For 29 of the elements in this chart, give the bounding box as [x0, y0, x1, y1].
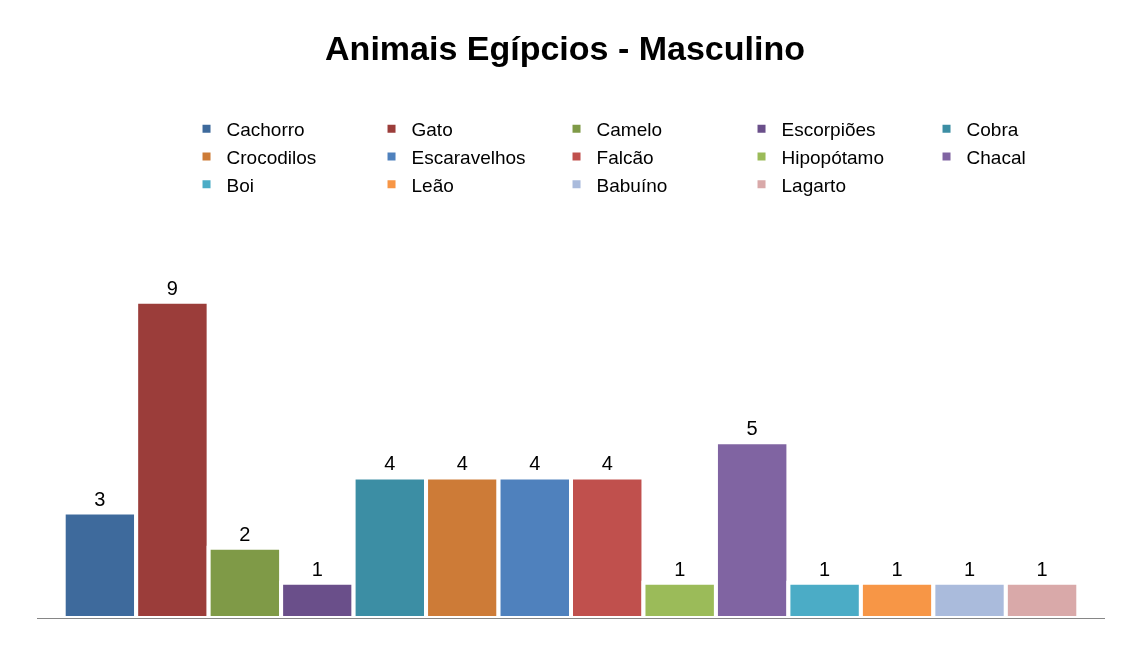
data-label: 1	[1036, 557, 1048, 580]
legend-label: Hipopótamo	[781, 146, 884, 168]
data-label: 4	[384, 452, 396, 475]
data-label: 1	[819, 557, 831, 580]
legend-label: Falcão	[596, 146, 654, 168]
legend-label: Cobra	[966, 119, 1019, 141]
legend-label: Gato	[411, 119, 453, 141]
data-label: 3	[94, 487, 106, 510]
legend-label: Lagarto	[781, 174, 846, 196]
data-label: 5	[746, 417, 758, 440]
data-label: 9	[166, 276, 178, 299]
legend-label: Leão	[411, 174, 454, 196]
chart-title: Animais Egípcios - Masculino	[325, 29, 805, 68]
data-label: 1	[964, 557, 976, 580]
legend-label: Crocodilos	[226, 146, 317, 168]
legend-label: Babuíno	[596, 174, 668, 196]
data-label: 4	[529, 452, 541, 475]
data-label: 4	[456, 452, 468, 475]
legend-label: Camelo	[596, 119, 662, 141]
legend-label: Escaravelhos	[411, 146, 526, 168]
legend-label: Cachorro	[226, 119, 305, 141]
data-label: 2	[239, 522, 251, 545]
data-label: 1	[311, 557, 323, 580]
legend-label: Chacal	[966, 146, 1026, 168]
data-label: 1	[891, 557, 903, 580]
legend-label: Escorpiões	[781, 119, 876, 141]
data-label: 1	[674, 557, 686, 580]
data-label: 4	[601, 452, 613, 475]
legend-label: Boi	[226, 174, 254, 196]
